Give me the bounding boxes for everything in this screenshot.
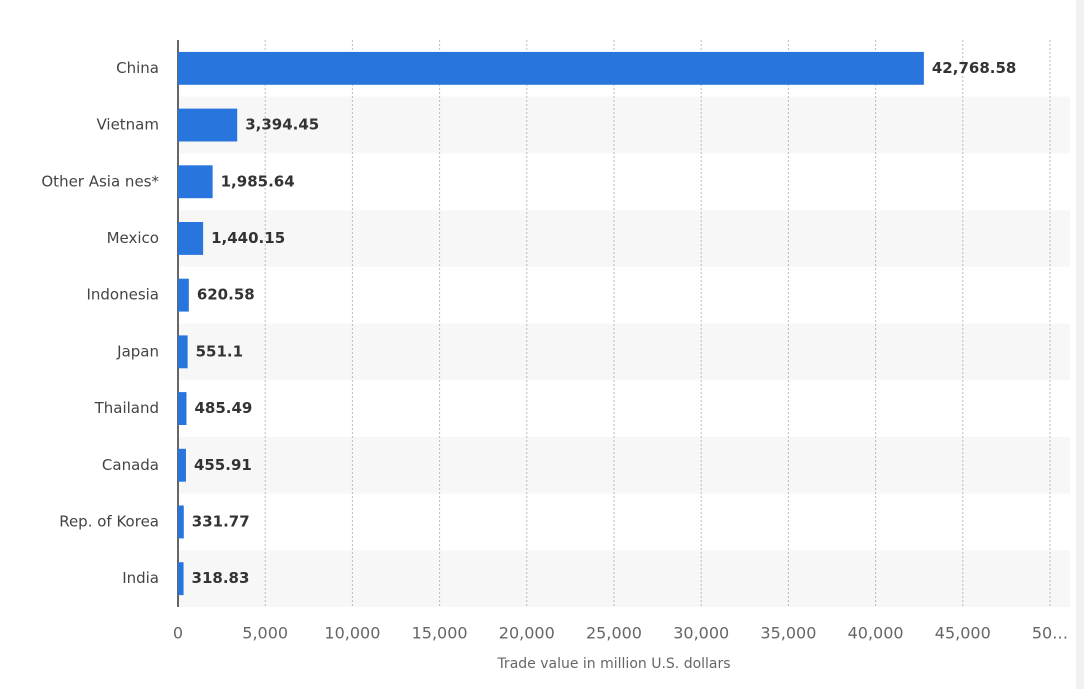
value-label: 1,985.64: [221, 172, 295, 190]
x-tick-label: 25,000: [586, 624, 642, 643]
y-tick-label: Japan: [116, 342, 159, 360]
x-tick-label: 35,000: [760, 624, 816, 643]
x-tick-label: 0: [173, 624, 183, 643]
bar: [178, 335, 188, 369]
value-label: 1,440.15: [211, 229, 285, 247]
y-tick-label: Other Asia nes*: [41, 172, 159, 190]
row-band: [178, 323, 1070, 381]
y-tick-label: Vietnam: [96, 116, 159, 134]
value-label: 3,394.45: [245, 116, 319, 134]
value-label: 485.49: [194, 399, 252, 417]
bar: [178, 392, 187, 425]
y-tick-label: Mexico: [107, 229, 159, 247]
bar: [178, 562, 184, 596]
bar: [178, 278, 189, 312]
bar: [178, 51, 924, 85]
value-label: 620.58: [197, 286, 255, 304]
value-label: 318.83: [192, 569, 250, 587]
y-tick-label: Indonesia: [86, 286, 159, 304]
row-band: [178, 96, 1070, 154]
value-label: 331.77: [192, 512, 250, 530]
bar: [178, 165, 213, 199]
bar: [178, 448, 186, 482]
x-tick-label: 20,000: [499, 624, 555, 643]
value-label: 551.1: [196, 342, 243, 360]
y-tick-label: Rep. of Korea: [59, 512, 159, 530]
x-tick-label: 50…: [1032, 624, 1068, 643]
bar: [178, 505, 184, 539]
y-tick-label: Canada: [102, 456, 159, 474]
row-band: [178, 550, 1070, 607]
value-label: 455.91: [194, 456, 252, 474]
x-tick-label: 40,000: [848, 624, 904, 643]
x-tick-label: 10,000: [324, 624, 380, 643]
x-tick-label: 45,000: [935, 624, 991, 643]
x-tick-label: 5,000: [242, 624, 288, 643]
bar: [178, 108, 238, 142]
y-tick-label: Thailand: [94, 399, 159, 417]
y-tick-label: China: [116, 59, 159, 77]
y-tick-label: India: [122, 569, 159, 587]
x-tick-label: 15,000: [412, 624, 468, 643]
x-axis-label: Trade value in million U.S. dollars: [496, 656, 730, 672]
bar: [178, 222, 204, 255]
scrollbar: [1076, 0, 1084, 689]
value-label: 42,768.58: [932, 59, 1016, 77]
row-band: [178, 210, 1070, 267]
row-band: [178, 436, 1070, 494]
x-tick-label: 30,000: [673, 624, 729, 643]
